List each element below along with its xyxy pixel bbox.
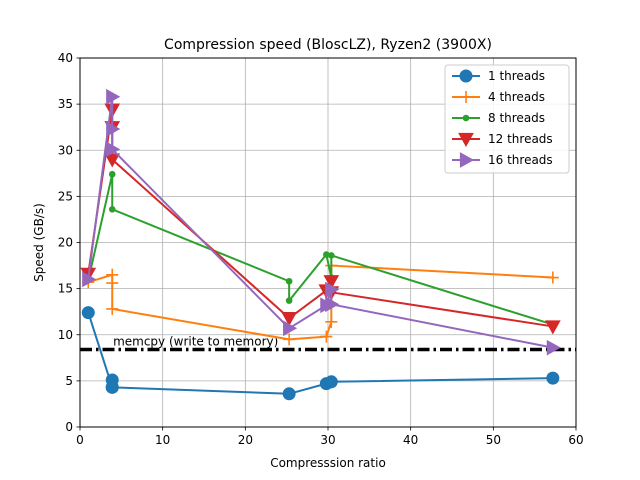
- series-1-threads: [81, 306, 560, 401]
- data-point: [324, 375, 338, 389]
- y-tick-label: 10: [58, 328, 73, 342]
- data-point: [104, 153, 121, 168]
- x-tick-label: 20: [238, 433, 253, 447]
- data-point: [106, 302, 119, 315]
- legend-label: 1 threads: [488, 69, 545, 83]
- data-point: [283, 333, 296, 346]
- legend-label: 4 threads: [488, 90, 545, 104]
- data-point: [459, 152, 475, 168]
- y-axis: 0 5 10 15 20 25 30 35 40: [58, 51, 80, 434]
- y-tick-label: 35: [58, 97, 73, 111]
- x-tick-label: 50: [486, 433, 501, 447]
- y-axis-label: Speed (GB/s): [32, 203, 46, 282]
- reference-line-group: memcpy (write to memory): [80, 335, 576, 352]
- legend: 1 threads 4 threads 8 threads 12 threads 16 …: [444, 64, 570, 174]
- data-point: [459, 69, 473, 83]
- series-group: [80, 88, 561, 401]
- data-point: [106, 121, 121, 137]
- y-tick-label: 5: [65, 374, 73, 388]
- legend-entry: 12 threads: [452, 132, 553, 148]
- data-point: [106, 141, 121, 158]
- y-tick-label: 15: [58, 282, 73, 296]
- legend-entry: 4 threads: [452, 90, 545, 104]
- data-point: [285, 297, 293, 304]
- legend-box: [444, 64, 570, 174]
- data-point: [458, 132, 474, 148]
- x-axis-label: Compresssion ratio: [270, 456, 386, 470]
- memcpy-reference-label: memcpy (write to memory): [113, 335, 278, 349]
- series-16-threads: [82, 88, 561, 356]
- data-point: [545, 320, 561, 335]
- x-tick-label: 0: [76, 433, 84, 447]
- legend-label: 16 threads: [488, 153, 553, 167]
- data-point: [460, 91, 472, 103]
- y-tick-label: 20: [58, 236, 73, 250]
- x-axis: 0 10 20 30 40 50 60: [76, 427, 584, 447]
- data-point: [82, 271, 97, 288]
- legend-entry: 8 threads: [452, 111, 545, 125]
- chart-title: Compression speed (BloscLZ), Ryzen2 (390…: [164, 37, 492, 53]
- data-point: [325, 315, 338, 328]
- data-point: [323, 275, 340, 290]
- y-tick-label: 25: [58, 189, 73, 203]
- x-tick-label: 40: [403, 433, 418, 447]
- data-point: [546, 271, 559, 284]
- data-point: [325, 281, 340, 298]
- data-point: [281, 312, 297, 327]
- data-point: [106, 88, 121, 105]
- data-point: [546, 371, 560, 385]
- legend-entry: 16 threads: [452, 152, 553, 168]
- data-point: [282, 387, 296, 401]
- data-point: [285, 277, 293, 285]
- y-tick-label: 0: [65, 420, 73, 434]
- data-point: [108, 170, 116, 178]
- data-point: [462, 114, 470, 122]
- data-point: [325, 296, 340, 313]
- data-point: [283, 320, 298, 337]
- legend-label: 12 threads: [488, 132, 553, 146]
- x-tick-label: 30: [320, 433, 335, 447]
- data-point: [320, 330, 333, 343]
- data-point: [105, 380, 119, 394]
- data-point: [81, 306, 95, 320]
- data-point: [106, 277, 119, 290]
- data-point: [108, 205, 116, 213]
- y-tick-label: 40: [58, 51, 73, 65]
- x-tick-label: 10: [155, 433, 170, 447]
- y-tick-label: 30: [58, 143, 73, 157]
- legend-label: 8 threads: [488, 111, 545, 125]
- data-point: [328, 252, 335, 259]
- data-point: [546, 339, 561, 356]
- x-tick-label: 60: [568, 433, 583, 447]
- legend-entry: 1 threads: [452, 69, 545, 83]
